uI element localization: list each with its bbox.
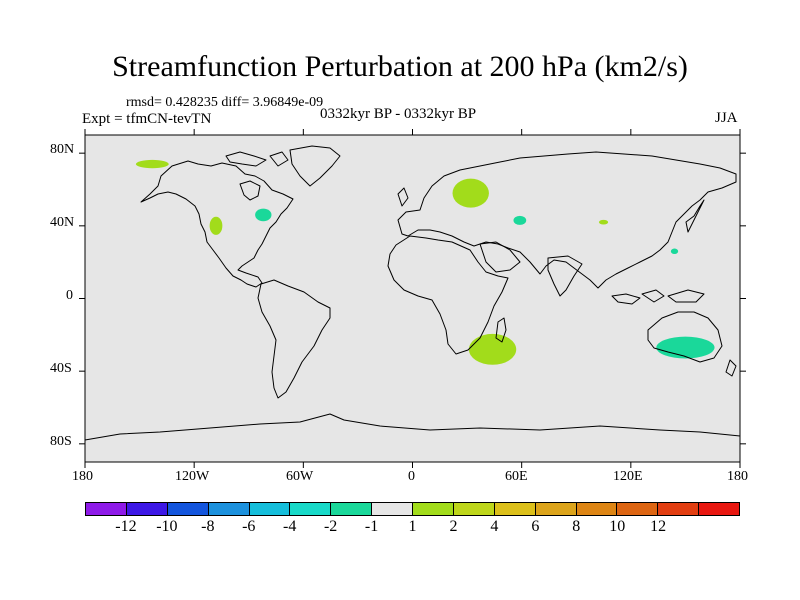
coast-australia (647, 311, 723, 363)
colorbar-box (372, 503, 413, 515)
colorbar-labels: -12 -10 -8 -6 -4 -2 -1 1 2 4 6 8 10 12 (0, 518, 800, 538)
colorbar-label: 6 (531, 518, 540, 535)
x-tick-label: 180 (72, 469, 93, 484)
coast-new-zealand (725, 359, 737, 377)
anomaly-arctic-north-america (135, 159, 169, 169)
colorbar-box (699, 503, 739, 515)
anomaly-mongolia (598, 219, 609, 225)
anomaly-central-asia (513, 215, 527, 225)
colorbar-box (290, 503, 332, 515)
colorbar-box (453, 503, 495, 515)
chart-title: Streamfunction Perturbation at 200 hPa (… (112, 50, 688, 83)
coast-uk (397, 187, 409, 207)
colorbar-label: -12 (115, 518, 137, 535)
y-tick-label: 80S (50, 434, 72, 449)
season-label: JJA (715, 110, 738, 126)
colorbar-box (208, 503, 250, 515)
coast-arabia (479, 241, 521, 273)
coast-antarctica (84, 413, 741, 441)
period-label: 0332kyr BP - 0332kyr BP (320, 106, 477, 122)
colorbar-box (617, 503, 659, 515)
coast-hudson-bay (239, 180, 261, 201)
coast-india (547, 255, 583, 297)
colorbar-label: 1 (408, 518, 417, 535)
colorbar-box (167, 503, 209, 515)
colorbar-box (86, 503, 127, 515)
x-tick-label: 180 (727, 469, 748, 484)
colorbar-label: -4 (283, 518, 297, 535)
coast-arctic-islands (225, 151, 289, 167)
colorbar-label: 2 (449, 518, 458, 535)
anomaly-great-lakes (255, 208, 272, 222)
coast-africa (387, 235, 509, 355)
colorbar-box (576, 503, 618, 515)
y-tick-label: 0 (66, 288, 73, 303)
coastlines (84, 145, 741, 441)
anomaly-north-pacific (670, 248, 679, 254)
x-tick-label: 120E (613, 469, 643, 484)
x-tick-label: 120W (175, 469, 210, 484)
anomaly-australia (656, 336, 715, 359)
colorbar-label: -1 (364, 518, 379, 535)
x-tick-label: 0 (408, 469, 415, 484)
y-tick-label: 40S (50, 361, 72, 376)
colorbar (85, 502, 740, 516)
axis-ticks (79, 129, 746, 468)
colorbar-box (331, 503, 373, 515)
colorbar-box (249, 503, 291, 515)
stats-text: rmsd= 0.428235 diff= 3.96849e-09 (126, 95, 324, 110)
anomaly-western-usa (209, 216, 223, 235)
x-tick-label: 60E (505, 469, 528, 484)
map-background (84, 134, 741, 463)
colorbar-label: -10 (156, 518, 178, 535)
colorbar-box (413, 503, 454, 515)
coast-north-america (140, 160, 294, 288)
anomaly-southern-africa (468, 333, 517, 365)
coast-indonesia (611, 289, 705, 305)
colorbar-label: -2 (323, 518, 338, 535)
colorbar-box (494, 503, 536, 515)
anomaly-scandinavia-russia (452, 178, 489, 208)
coast-south-america (257, 279, 331, 399)
coast-madagascar (495, 317, 507, 343)
colorbar-label: 12 (650, 518, 667, 535)
colorbar-label: 10 (609, 518, 626, 535)
colorbar-box (658, 503, 700, 515)
x-tick-label: 60W (286, 469, 314, 484)
coast-japan (685, 199, 705, 233)
y-tick-label: 40N (50, 215, 75, 230)
colorbar-label: 4 (490, 518, 499, 535)
colorbar-label: -8 (201, 518, 215, 535)
coast-greenland (289, 145, 341, 187)
colorbar-box (126, 503, 168, 515)
y-tick-label: 80N (50, 142, 75, 157)
colorbar-label: -6 (242, 518, 256, 535)
colorbar-box (535, 503, 577, 515)
colorbar-label: 8 (572, 518, 581, 535)
experiment-label: Expt = tfmCN-tevTN (82, 111, 212, 127)
